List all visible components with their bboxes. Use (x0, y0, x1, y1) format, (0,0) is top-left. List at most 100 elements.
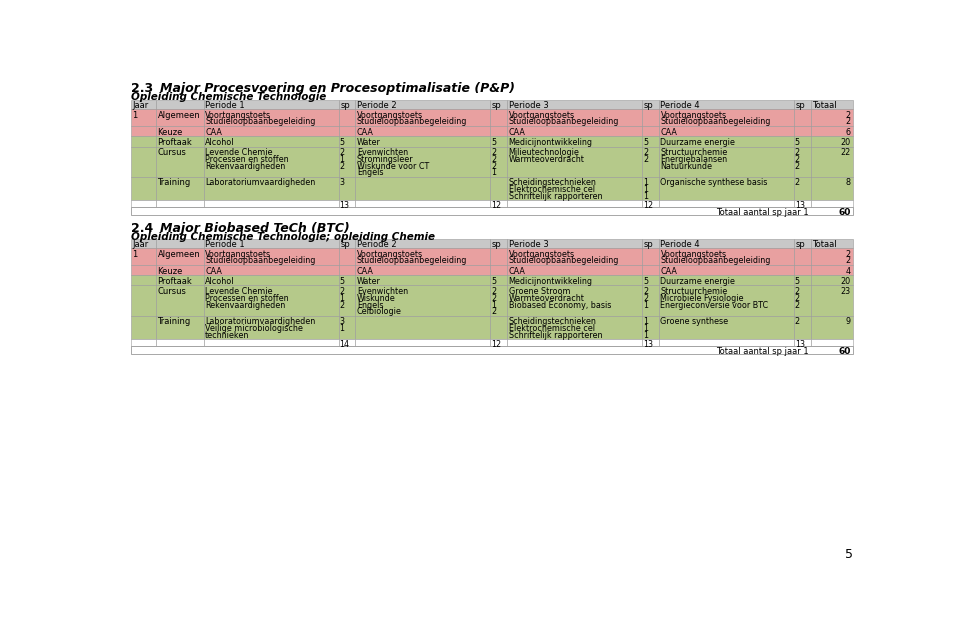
Bar (810, 248, 853, 265)
Bar (794, 100, 810, 109)
Text: 2.3: 2.3 (131, 82, 153, 95)
Text: Schriftelijk rapporteren: Schriftelijk rapporteren (509, 192, 602, 201)
Bar (810, 315, 853, 339)
Bar (794, 240, 810, 248)
Bar (204, 136, 339, 147)
Bar (204, 109, 339, 125)
Text: 5: 5 (340, 138, 345, 147)
Bar (507, 200, 642, 207)
Text: Groene synthese: Groene synthese (660, 317, 729, 326)
Bar (794, 125, 810, 136)
Bar (131, 315, 156, 339)
Text: 3: 3 (340, 178, 345, 187)
Bar (642, 285, 659, 315)
Bar (659, 147, 794, 176)
Text: Periode 2: Periode 2 (357, 240, 396, 250)
Text: Periode 4: Periode 4 (660, 101, 700, 110)
Text: Voortgangstoets: Voortgangstoets (205, 111, 272, 120)
Text: 2: 2 (795, 178, 800, 187)
Text: CAA: CAA (205, 267, 222, 276)
Bar (794, 285, 810, 315)
Bar (204, 339, 339, 346)
Text: 2: 2 (643, 155, 648, 164)
Text: Energieconversie voor BTC: Energieconversie voor BTC (660, 301, 769, 310)
Text: Engels: Engels (357, 301, 383, 310)
Text: 1: 1 (492, 301, 496, 310)
Text: Studieloopbaanbegeleiding: Studieloopbaanbegeleiding (357, 256, 468, 265)
Bar (339, 109, 355, 125)
Bar (491, 339, 507, 346)
Text: Voortgangstoets: Voortgangstoets (509, 111, 575, 120)
Bar (491, 265, 507, 275)
Bar (156, 136, 204, 147)
Text: Cursus: Cursus (157, 148, 186, 157)
Bar (794, 315, 810, 339)
Bar (810, 240, 853, 248)
Text: 2: 2 (492, 148, 496, 157)
Text: Voortgangstoets: Voortgangstoets (660, 250, 727, 259)
Text: 2: 2 (492, 294, 496, 303)
Bar (355, 315, 491, 339)
Bar (659, 100, 794, 109)
Text: Studieloopbaanbegeleiding: Studieloopbaanbegeleiding (357, 117, 468, 126)
Bar (131, 240, 156, 248)
Bar (355, 176, 491, 200)
Bar (131, 248, 156, 265)
Text: Energiebalansen: Energiebalansen (660, 155, 728, 164)
Bar (810, 109, 853, 125)
Text: Celbiologie: Celbiologie (357, 307, 402, 316)
Text: Periode 1: Periode 1 (205, 101, 245, 110)
Text: Stromingsleer: Stromingsleer (357, 155, 414, 164)
Bar (204, 176, 339, 200)
Bar (642, 315, 659, 339)
Bar (131, 136, 156, 147)
Bar (794, 136, 810, 147)
Bar (642, 100, 659, 109)
Bar (794, 275, 810, 285)
Text: Natuurkunde: Natuurkunde (660, 162, 712, 171)
Bar (507, 109, 642, 125)
Bar (131, 346, 853, 354)
Text: Keuze: Keuze (157, 127, 182, 137)
Text: CAA: CAA (660, 267, 678, 276)
Text: 4: 4 (846, 267, 851, 276)
Bar (507, 275, 642, 285)
Bar (491, 240, 507, 248)
Bar (642, 339, 659, 346)
Text: Duurzame energie: Duurzame energie (660, 277, 735, 286)
Bar (642, 125, 659, 136)
Bar (131, 109, 156, 125)
Bar (659, 125, 794, 136)
Bar (339, 315, 355, 339)
Text: Voortgangstoets: Voortgangstoets (509, 250, 575, 259)
Bar (204, 240, 339, 248)
Bar (156, 275, 204, 285)
Text: 5: 5 (340, 277, 345, 286)
Bar (659, 285, 794, 315)
Text: Periode 4: Periode 4 (660, 240, 700, 250)
Bar (204, 100, 339, 109)
Text: 2: 2 (795, 294, 800, 303)
Text: Totaal aantal sp jaar 1: Totaal aantal sp jaar 1 (716, 347, 809, 356)
Bar (156, 176, 204, 200)
Bar (642, 265, 659, 275)
Bar (794, 147, 810, 176)
Text: 1: 1 (340, 294, 345, 303)
Text: 2.4: 2.4 (131, 222, 153, 235)
Bar (355, 200, 491, 207)
Bar (339, 125, 355, 136)
Text: Totaal aantal sp jaar 1: Totaal aantal sp jaar 1 (716, 208, 809, 217)
Text: Periode 3: Periode 3 (509, 240, 548, 250)
Text: 2: 2 (340, 148, 345, 157)
Bar (491, 109, 507, 125)
Bar (810, 200, 853, 207)
Text: sp: sp (340, 101, 350, 110)
Text: 1: 1 (643, 331, 648, 340)
Text: 5: 5 (845, 548, 853, 561)
Bar (507, 147, 642, 176)
Bar (491, 248, 507, 265)
Text: Processen en stoffen: Processen en stoffen (205, 155, 289, 164)
Bar (156, 265, 204, 275)
Bar (156, 147, 204, 176)
Text: 2: 2 (795, 301, 800, 310)
